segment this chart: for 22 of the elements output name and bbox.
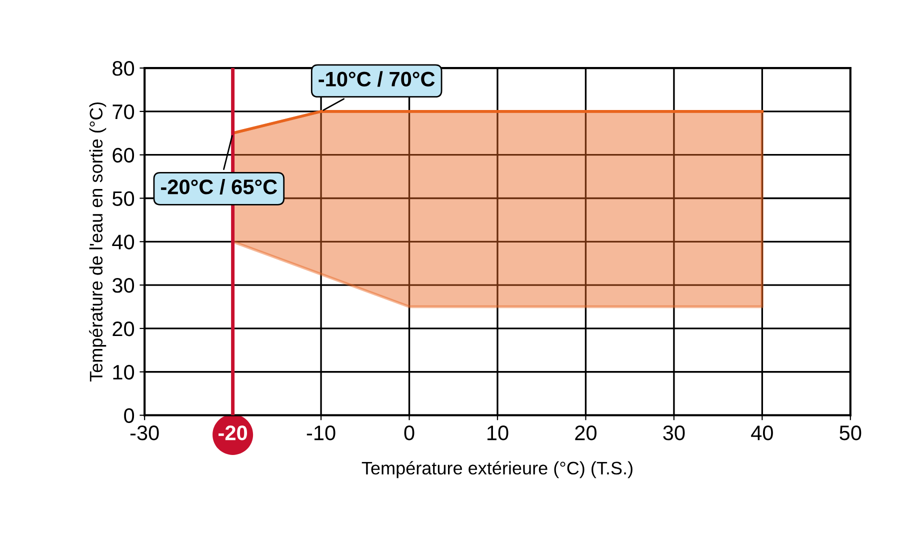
y-axis-title: Température de l'eau en sortie (°C) — [89, 102, 106, 382]
annotation: -20°C / 65°C — [161, 178, 278, 195]
y-tick-label: 80 — [112, 61, 134, 76]
y-tick-label: 10 — [113, 364, 134, 380]
x-tick-label: -20 — [218, 426, 248, 440]
x-tick-label: 20 — [575, 426, 596, 440]
x-axis-title: Température extérieure (°C) (T.S.) — [362, 461, 632, 478]
y-tick-label: 60 — [112, 148, 134, 163]
y-tick-label: 40 — [112, 234, 134, 250]
y-tick-label: 0 — [124, 408, 134, 424]
x-tick-label: 0 — [404, 426, 414, 440]
x-tick-label: 50 — [840, 426, 862, 440]
x-tick-label: 10 — [487, 426, 508, 440]
y-tick-label: 50 — [112, 191, 134, 206]
annotation: -10°C / 70°C — [318, 71, 435, 87]
x-tick-label: 30 — [663, 426, 685, 440]
x-tick-label: -30 — [130, 426, 159, 440]
y-tick-label: 70 — [112, 104, 134, 120]
y-tick-label: 20 — [112, 321, 134, 336]
x-tick-label: 40 — [751, 426, 773, 440]
x-tick-label: -10 — [306, 426, 336, 440]
y-tick-label: 30 — [112, 278, 134, 293]
